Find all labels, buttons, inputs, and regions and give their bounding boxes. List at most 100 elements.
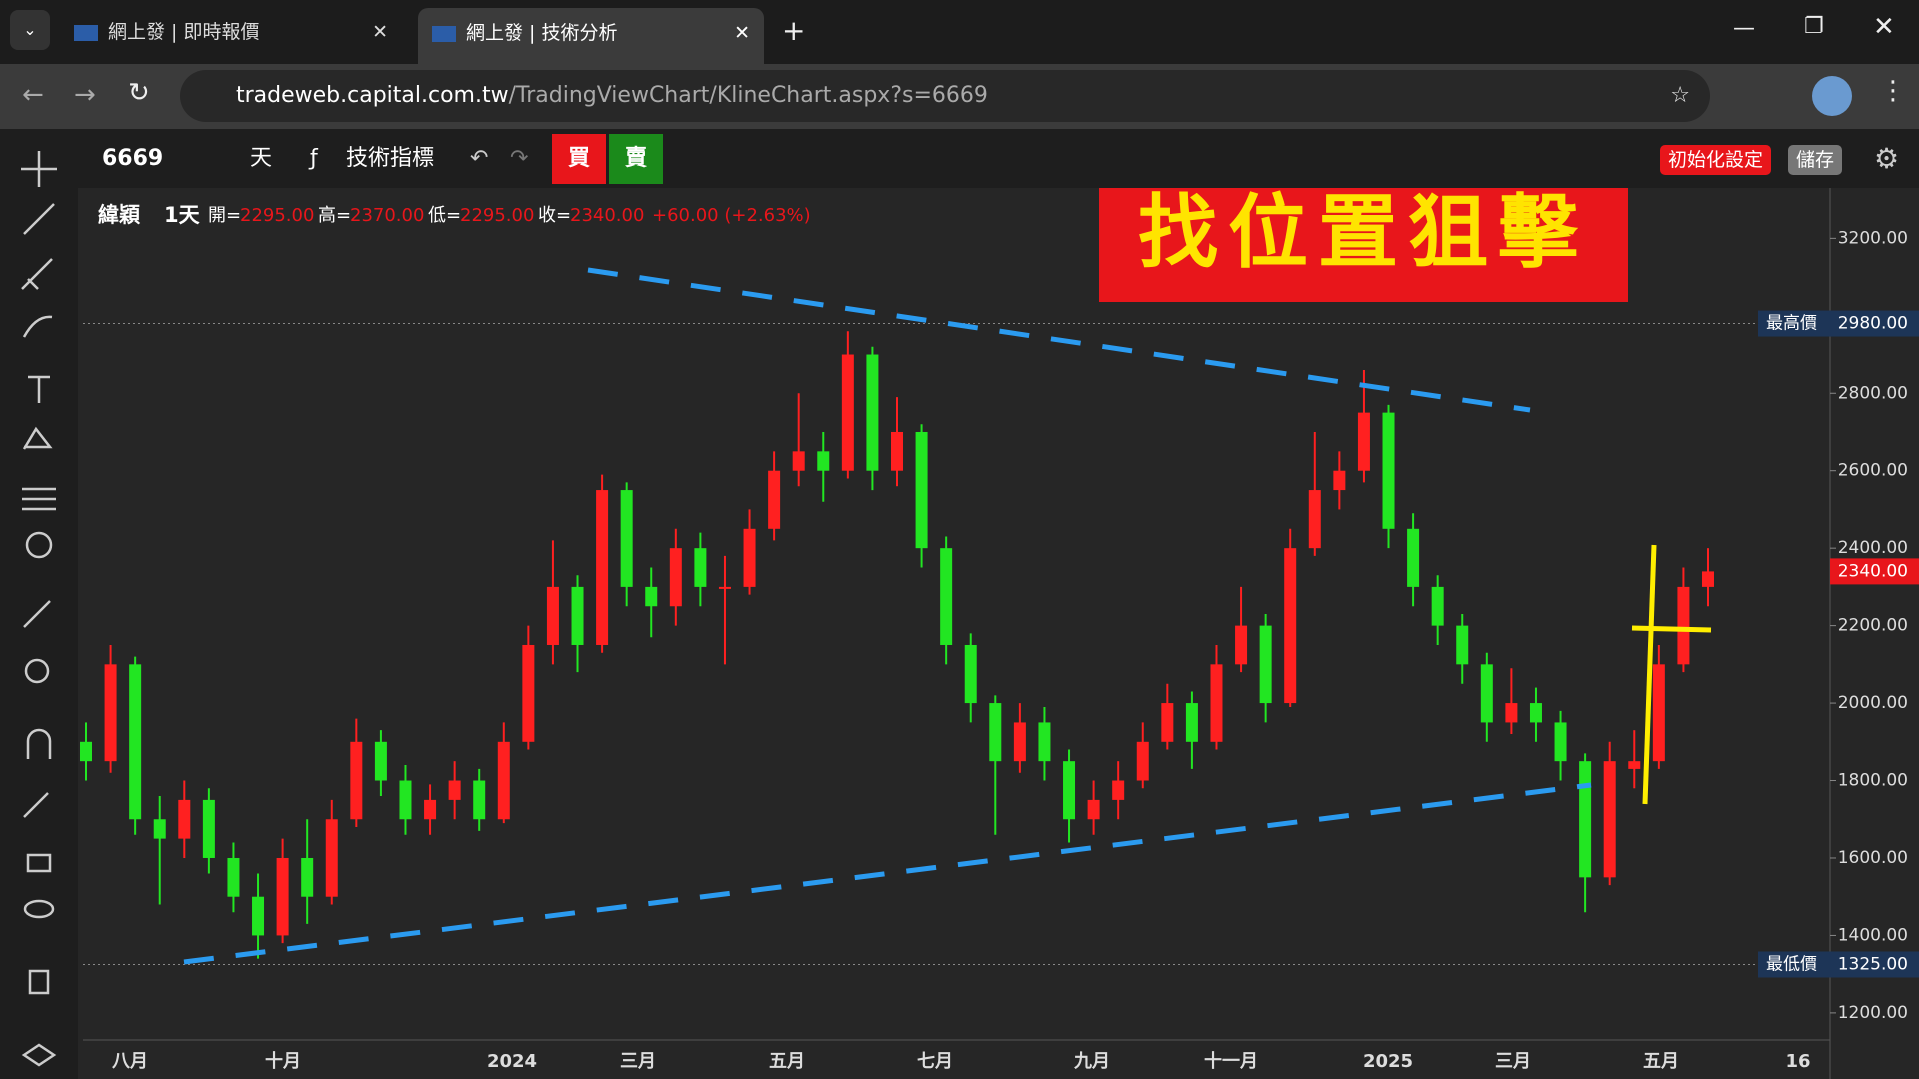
tab-title: 網上發 | 即時報價 [108, 21, 260, 43]
settings[interactable]: ⚙ [1874, 142, 1900, 175]
brush-tool[interactable] [22, 315, 53, 338]
lock-tool[interactable] [26, 853, 52, 873]
text-tool[interactable] [28, 375, 50, 403]
x-tick-label: 三月 [620, 1051, 656, 1072]
candle-body [817, 451, 830, 471]
layers-tool[interactable] [21, 1043, 57, 1067]
symbol[interactable]: 6669 [102, 146, 164, 171]
candle-body [694, 548, 707, 587]
candle-body [473, 780, 486, 820]
delete-tool[interactable] [28, 969, 50, 995]
menu[interactable]: ⋮ [1880, 76, 1906, 106]
tool-bg [0, 129, 78, 1079]
candle-body [1112, 780, 1125, 800]
reset-button[interactable]: 初始化設定 [1660, 145, 1772, 175]
y-tick-label: 2800.00 [1838, 383, 1908, 403]
interval[interactable]: 天 [250, 146, 273, 171]
legend-value: 2340.00 [570, 205, 644, 226]
tab-close[interactable]: ✕ [372, 21, 388, 43]
redo[interactable]: ↷ [510, 146, 529, 171]
candle-body [1652, 664, 1665, 762]
pattern-tool[interactable] [22, 426, 53, 450]
restore[interactable]: ❐ [1804, 14, 1824, 39]
zoom-tool[interactable] [24, 658, 50, 684]
url-path: /TradingViewChart/KlineChart.aspx?s=6669 [508, 83, 988, 108]
x-tick-label: 九月 [1073, 1051, 1110, 1072]
x-tick-label: 16 [1785, 1051, 1810, 1072]
legend-label: 低= [428, 205, 461, 226]
candle-body [571, 586, 584, 645]
y-tick-label: 2600.00 [1838, 461, 1908, 481]
candle-body [1259, 625, 1272, 704]
trend-line[interactable] [183, 782, 1592, 965]
sell-button[interactable]: 賣 [609, 134, 663, 184]
candle-body [1456, 625, 1469, 665]
candle-body [596, 490, 609, 645]
cross-line[interactable] [1631, 625, 1712, 633]
trend-line[interactable] [587, 267, 1531, 413]
marker-name: 最高價 [1766, 314, 1817, 334]
legend-label: 開= [208, 205, 241, 226]
tab-menu[interactable]: ⌄ [10, 10, 50, 50]
tab-title: 網上發 | 技術分析 [466, 22, 618, 44]
drawing-tools [0, 129, 78, 1079]
candle-body [276, 857, 289, 936]
candle-body [374, 741, 387, 781]
x-tick-label: 2025 [1363, 1051, 1413, 1072]
buy-button[interactable]: 買 [552, 134, 606, 184]
reload[interactable]: ↻ [128, 78, 150, 108]
bookmark[interactable]: ☆ [1670, 83, 1690, 108]
candle-body [301, 857, 314, 897]
address-row: ← → ↻ tradeweb.capital.com.tw/TradingVie… [0, 64, 1919, 129]
y-tick-label: 1800.00 [1838, 771, 1908, 791]
candle-body [227, 857, 240, 897]
candle-body [252, 896, 265, 936]
legend-label: 高= [318, 205, 351, 226]
line-tool[interactable] [23, 203, 55, 235]
back[interactable]: ← [22, 80, 44, 110]
close-window[interactable]: ✕ [1873, 12, 1895, 42]
forward[interactable]: → [74, 80, 96, 110]
candle-body [841, 354, 854, 471]
candle-body [522, 644, 535, 742]
candle-body [1185, 703, 1198, 742]
fib-tool[interactable] [21, 258, 53, 290]
undo[interactable]: ↶ [470, 146, 489, 171]
visibility-tool[interactable] [23, 899, 55, 919]
candle-body [718, 586, 731, 589]
minimize[interactable]: — [1733, 16, 1755, 41]
tab-close[interactable]: ✕ [734, 22, 750, 44]
url-box[interactable]: tradeweb.capital.com.tw/TradingViewChart… [180, 70, 1710, 122]
indicators[interactable]: 技術指標 [346, 146, 435, 171]
cross-line[interactable] [1642, 544, 1657, 805]
candle-body [153, 819, 166, 839]
favicon [74, 24, 98, 41]
legend-value: 2370.00 [350, 205, 424, 226]
candle-body [669, 548, 682, 607]
new-tab[interactable]: + [782, 14, 806, 47]
x-tick-label: 八月 [112, 1051, 148, 1072]
tab[interactable]: 網上發 | 即時報價 ✕ [62, 10, 402, 54]
tab-active[interactable]: 網上發 | 技術分析 ✕ [418, 8, 764, 64]
save-button[interactable]: 儲存 [1788, 145, 1843, 175]
y-tick-label: 2000.00 [1838, 693, 1908, 713]
profile[interactable] [1812, 76, 1852, 116]
ruler-tool[interactable] [23, 600, 51, 628]
emoji-tool[interactable] [25, 531, 53, 559]
crosshair-tool[interactable] [21, 151, 57, 187]
price-marker [1758, 310, 1919, 337]
candle-body [964, 644, 977, 704]
price-marker [1758, 951, 1919, 978]
legend-label: 收= [538, 205, 571, 226]
candle-body [1210, 664, 1223, 742]
banner-text: 找位置狙擊 [1138, 188, 1588, 279]
candle-body [645, 586, 658, 607]
banner [1099, 188, 1628, 302]
forecast-tool[interactable] [22, 487, 56, 511]
candle-body [546, 586, 559, 645]
chart-toolbar: 6669 天 ƒ 技術指標 ↶ ↷ 買 賣 初始化設定 儲存 ⚙ [78, 129, 1919, 188]
lock-draw-tool[interactable] [23, 792, 49, 818]
candle-body [104, 664, 117, 762]
magnet-tool[interactable] [26, 728, 52, 759]
candle-body [1013, 722, 1026, 762]
